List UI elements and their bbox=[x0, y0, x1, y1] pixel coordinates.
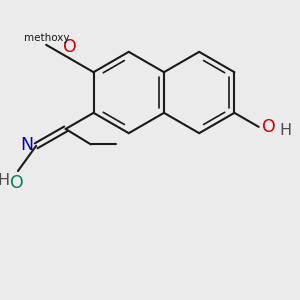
Text: methoxy: methoxy bbox=[24, 33, 70, 43]
Text: N: N bbox=[20, 136, 33, 154]
Text: H: H bbox=[280, 123, 292, 138]
Text: H: H bbox=[0, 173, 9, 188]
Text: O: O bbox=[262, 118, 276, 136]
Text: O: O bbox=[63, 38, 77, 56]
Text: O: O bbox=[10, 174, 23, 192]
